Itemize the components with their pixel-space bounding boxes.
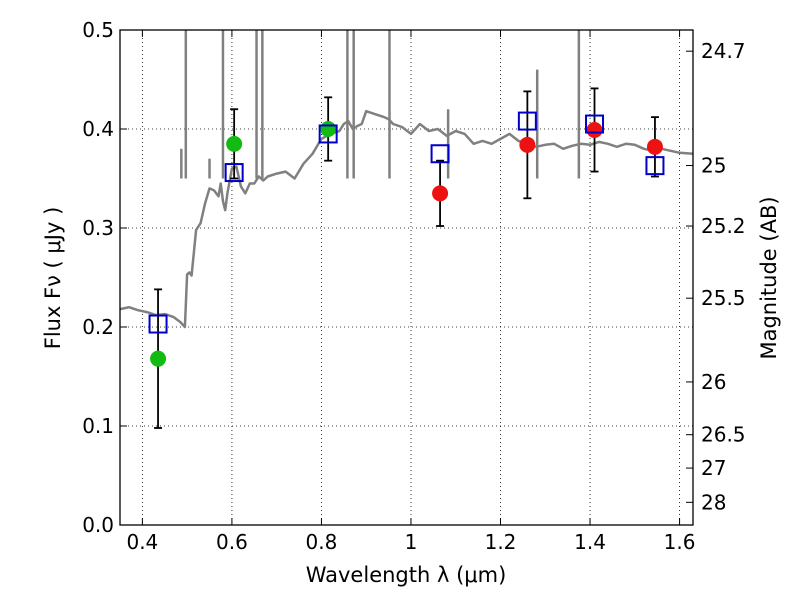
- spectrum-line: [120, 109, 693, 329]
- x-tick-label: 0.8: [306, 530, 338, 554]
- photometry-point: [432, 185, 449, 202]
- y2-tick-label: 28: [701, 490, 726, 514]
- photometry-point: [646, 138, 663, 155]
- photometry-point: [586, 121, 603, 138]
- model-point: [645, 156, 665, 176]
- grid: [120, 29, 693, 526]
- x-tick-label: 1.2: [485, 530, 517, 554]
- x-tick-label: 0.6: [216, 530, 248, 554]
- x-tick-label: 1: [405, 530, 418, 554]
- y2-axis-label: Magnitude (AB): [757, 196, 781, 359]
- y2-tick-label: 26.5: [701, 423, 746, 447]
- x-axis-label: Wavelength λ (μm): [306, 563, 507, 587]
- photometry-point: [226, 135, 243, 152]
- axes-ticks: 0.4 0.6 0.8 1 1.2 1.4 1.6 0.0 0.1 0.2 0.3 0.4 0.5 24.…: [82, 18, 745, 554]
- model-point: [585, 114, 605, 134]
- x-tick-label: 1.4: [574, 530, 606, 554]
- y-tick-label: 0.3: [82, 216, 114, 240]
- y-tick-label: 0.4: [82, 117, 114, 141]
- y2-tick-label: 24.7: [701, 39, 746, 63]
- model-point: [517, 111, 537, 131]
- plot-data: [120, 30, 693, 429]
- y-tick-label: 0.0: [82, 513, 114, 537]
- photometry-point: [519, 136, 536, 153]
- y-axis-label: Flux Fν ( μJy ): [41, 207, 65, 350]
- model-point: [318, 124, 338, 144]
- y2-tick-label: 27: [701, 456, 726, 480]
- y2-tick-label: 26: [701, 370, 726, 394]
- photometry-point: [150, 350, 167, 367]
- y2-tick-label: 25.5: [701, 286, 746, 310]
- y2-tick-label: 25: [701, 154, 726, 178]
- y-tick-label: 0.1: [82, 414, 114, 438]
- model-point: [224, 163, 244, 183]
- x-tick-label: 0.4: [126, 530, 158, 554]
- plot-frame: [119, 29, 694, 526]
- model-point: [148, 314, 168, 334]
- model-point: [430, 144, 450, 164]
- y-tick-label: 0.2: [82, 315, 114, 339]
- y-tick-label: 0.5: [82, 18, 114, 42]
- y2-tick-label: 25.2: [701, 214, 746, 238]
- x-tick-label: 1.6: [664, 530, 696, 554]
- photometry-point: [320, 121, 337, 137]
